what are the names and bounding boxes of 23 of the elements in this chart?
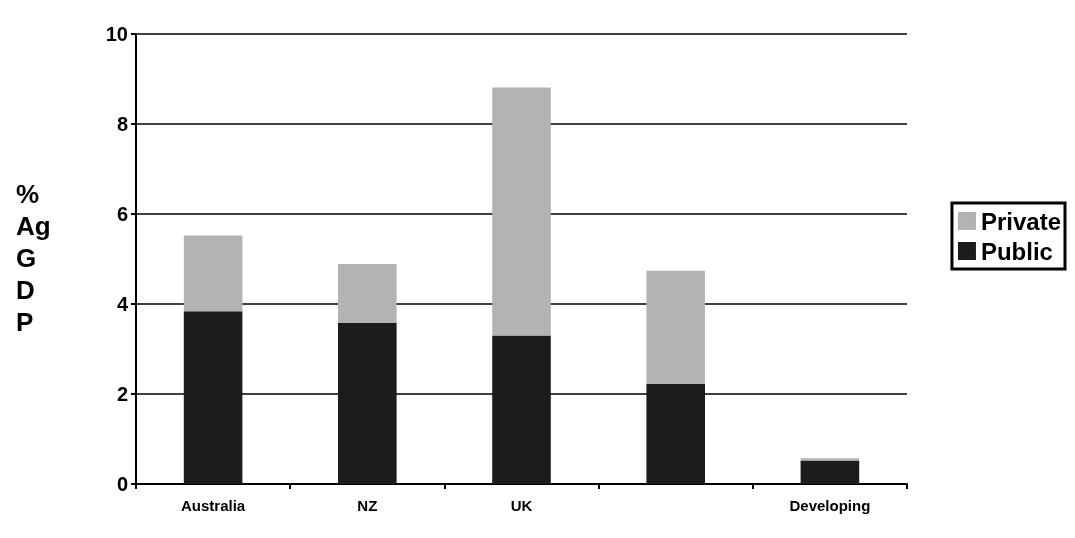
bar — [338, 322, 397, 484]
bar — [183, 235, 243, 312]
bar — [800, 460, 860, 484]
y-tick-label: 0 — [116, 473, 128, 495]
y-tick-label: 6 — [116, 203, 128, 225]
y-tick-label: 2 — [116, 383, 128, 405]
bar — [800, 458, 860, 461]
y-tick-label: 4 — [116, 293, 129, 315]
legend-label: Public — [980, 237, 1053, 265]
bar — [492, 87, 551, 336]
bar — [646, 270, 705, 385]
x-tick-label: UK — [510, 497, 533, 514]
x-tick-label: Australia — [181, 497, 246, 514]
y-tick-label: 10 — [105, 23, 128, 45]
legend-label: Private — [980, 207, 1062, 235]
x-tick-label: NZ — [357, 497, 378, 514]
x-tick-label: Developing — [789, 497, 871, 514]
bar — [492, 335, 551, 484]
bar — [183, 311, 243, 484]
bar — [646, 384, 705, 484]
bar — [338, 263, 397, 323]
y-axis-title: % Ag G D P — [16, 179, 51, 337]
y-tick-label: 8 — [116, 113, 128, 135]
